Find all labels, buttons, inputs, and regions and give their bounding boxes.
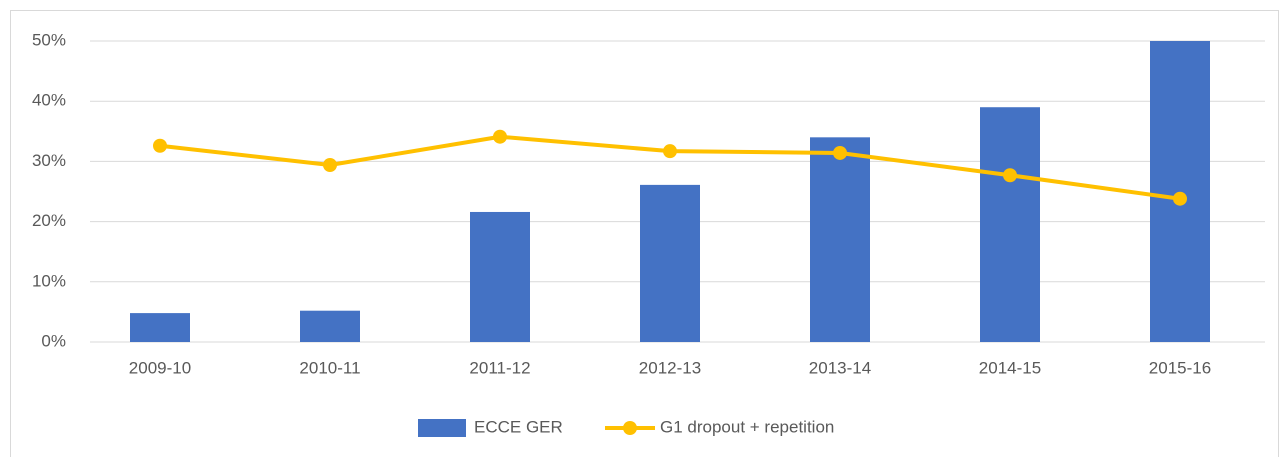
bar [300, 310, 360, 342]
line-marker [1173, 191, 1187, 206]
line-marker [493, 129, 507, 144]
x-tick-label: 2009-10 [129, 358, 191, 377]
y-tick-label: 20% [32, 211, 66, 230]
chart-frame [10, 10, 1279, 457]
legend-swatch-marker [623, 421, 637, 435]
legend-swatch [418, 419, 466, 437]
x-tick-label: 2011-12 [469, 358, 530, 377]
bar [130, 313, 190, 342]
bar [980, 107, 1040, 342]
line-marker [833, 145, 847, 160]
line-marker [153, 138, 167, 153]
bar [810, 137, 870, 342]
x-tick-label: 2010-11 [299, 358, 360, 377]
y-tick-label: 40% [32, 91, 66, 110]
y-tick-label: 50% [32, 30, 66, 49]
legend-label: G1 dropout + repetition [660, 417, 834, 436]
x-tick-label: 2015-16 [1149, 358, 1211, 377]
bar [470, 211, 530, 342]
line-marker [1003, 168, 1017, 183]
legend-label: ECCE GER [474, 417, 563, 436]
bar [1150, 41, 1210, 342]
x-tick-label: 2014-15 [979, 358, 1041, 377]
x-tick-label: 2013-14 [809, 358, 871, 377]
line-marker [323, 158, 337, 173]
bar [640, 184, 700, 342]
y-tick-label: 10% [32, 271, 66, 290]
y-tick-label: 30% [32, 151, 66, 170]
line-marker [663, 144, 677, 159]
x-tick-label: 2012-13 [639, 358, 701, 377]
y-tick-label: 0% [41, 331, 66, 350]
